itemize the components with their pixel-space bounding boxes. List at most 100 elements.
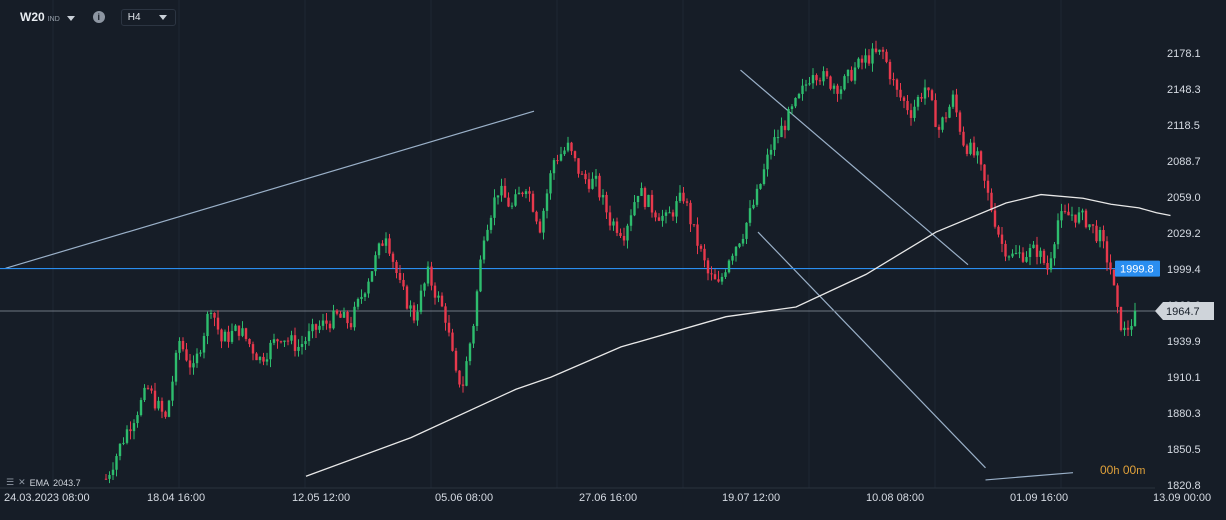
candle-body: [549, 173, 552, 194]
candle-body: [423, 283, 426, 291]
candle-body: [416, 311, 419, 321]
candle-body: [202, 336, 206, 353]
candle-body: [111, 469, 115, 475]
candle-body: [965, 145, 969, 154]
candle-body: [507, 197, 510, 207]
candle-body: [573, 151, 577, 159]
candle-body: [451, 332, 454, 351]
candle-body: [230, 330, 234, 342]
candle-body: [160, 400, 164, 412]
candle-body: [1112, 269, 1116, 286]
candle-body: [1060, 211, 1063, 221]
candle-body: [223, 331, 227, 342]
candle-body: [1053, 244, 1056, 259]
trendline: [757, 231, 986, 469]
candle-body: [878, 49, 881, 52]
candle-body: [594, 175, 598, 179]
candle-body: [237, 325, 241, 336]
current-price-tag: [1155, 302, 1214, 321]
candle-body: [157, 400, 160, 409]
candle-body: [398, 273, 402, 280]
candle-body: [615, 221, 619, 233]
candle-body: [650, 194, 654, 213]
candle-body: [496, 195, 500, 198]
y-tick-label: 1880.3: [1167, 408, 1201, 420]
candle-body: [325, 320, 328, 324]
candle-body: [972, 142, 976, 156]
candle-body: [801, 85, 804, 94]
info-icon[interactable]: i: [92, 11, 105, 23]
y-tick-label: 1939.9: [1167, 336, 1201, 348]
candle-body: [209, 312, 213, 314]
candle-body: [139, 400, 143, 416]
candle-body: [328, 323, 332, 329]
symbol-name: W20: [20, 10, 45, 24]
candle-body: [990, 192, 993, 211]
hline-price-tag: [1115, 260, 1160, 277]
candle-body: [934, 100, 937, 127]
candle-body: [843, 76, 846, 90]
candle-body: [976, 151, 979, 156]
candle-body: [405, 286, 409, 309]
candle-body: [1119, 306, 1123, 331]
ema-legend[interactable]: ☰ ✕ EMA 2043.7: [6, 477, 81, 488]
candle-body: [517, 192, 521, 195]
chevron-down-icon: [158, 14, 167, 20]
candle-body: [430, 266, 433, 286]
symbol-selector[interactable]: W20 IND: [20, 10, 75, 24]
candle-body: [661, 215, 664, 221]
candle-body: [349, 323, 353, 328]
candle-body: [923, 87, 927, 99]
candle-body: [584, 173, 587, 180]
candle-body: [545, 193, 549, 211]
candle-body: [1130, 325, 1133, 330]
candle-body: [206, 313, 209, 337]
candle-body: [433, 285, 437, 298]
candle-body: [710, 273, 713, 275]
candle-body: [311, 324, 314, 332]
candle-body: [475, 291, 479, 326]
candle-body: [941, 117, 944, 130]
close-icon[interactable]: ✕: [18, 477, 26, 487]
candle-body: [258, 356, 262, 361]
candle-body: [944, 117, 948, 119]
candle-body: [899, 89, 902, 98]
candle-body: [363, 293, 367, 297]
candle-body: [384, 238, 388, 246]
candle-body: [857, 58, 860, 68]
candle-body: [1126, 327, 1130, 330]
candle-body: [829, 76, 832, 89]
candle-body: [902, 97, 906, 101]
candle-body: [1084, 210, 1088, 228]
candle-body: [626, 225, 629, 241]
x-tick-label: 27.06 16:00: [579, 492, 637, 504]
candle-body: [986, 180, 990, 193]
x-tick-label: 13.09 00:00: [1153, 492, 1211, 504]
candle-body: [489, 217, 493, 230]
indicator-settings-icon[interactable]: ☰: [6, 477, 15, 487]
candle-body: [1035, 244, 1039, 257]
candle-body: [731, 255, 734, 261]
candle-body: [787, 109, 790, 131]
candle-body: [241, 328, 244, 336]
candle-body: [199, 352, 202, 354]
candle-body: [1067, 211, 1070, 216]
candle-body: [265, 359, 269, 362]
symbol-suffix: IND: [47, 16, 60, 23]
candle-body: [1074, 214, 1077, 223]
candle-body: [412, 305, 416, 321]
timeframe-selector[interactable]: H4: [120, 8, 176, 26]
candle-body: [356, 299, 360, 307]
y-tick-label: 2029.2: [1167, 228, 1201, 240]
candle-body: [454, 350, 458, 371]
ema-line: [305, 193, 1171, 477]
candle-body: [671, 212, 675, 217]
candle-body: [1056, 220, 1060, 245]
candle-body: [465, 361, 468, 386]
candle-body: [143, 387, 146, 401]
candle-body: [1000, 234, 1004, 244]
candle-body: [958, 112, 962, 132]
candle-body: [997, 226, 1000, 235]
